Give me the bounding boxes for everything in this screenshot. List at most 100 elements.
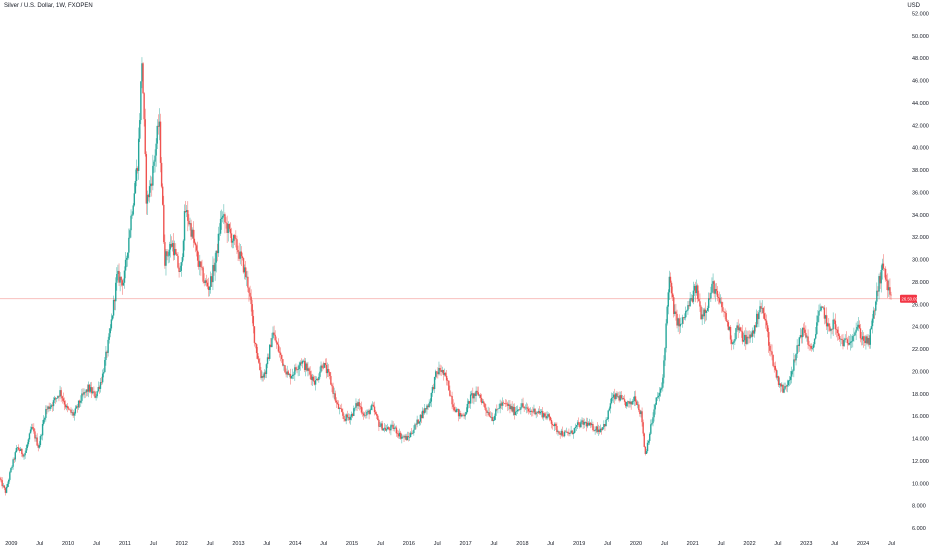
candle [804, 322, 806, 336]
candle [250, 289, 252, 312]
candle-body [536, 412, 538, 414]
candle [705, 310, 708, 321]
candle-body [739, 327, 742, 331]
candle-body [129, 230, 131, 238]
candle [368, 408, 370, 420]
candle-body [40, 435, 43, 437]
candle-body [634, 396, 637, 402]
candle-body [240, 251, 243, 257]
candle [88, 383, 91, 394]
candle-body [338, 408, 341, 409]
candle [8, 478, 10, 488]
candle-body [188, 220, 190, 225]
candle-body [533, 408, 535, 412]
candle [24, 450, 26, 459]
candle [876, 282, 878, 305]
candle [91, 381, 93, 398]
candle [697, 283, 699, 303]
candle-body [493, 415, 496, 420]
candle-body [279, 352, 282, 355]
candle-body [4, 488, 7, 493]
candle-body [473, 393, 475, 399]
candle-body [278, 351, 281, 353]
candle [236, 235, 238, 255]
candle [356, 401, 358, 412]
candle [581, 417, 583, 425]
candle-body [867, 337, 869, 344]
candle [159, 113, 162, 173]
candle-body [528, 411, 531, 412]
x-tick-label: Jul [604, 541, 611, 547]
candle [101, 369, 104, 385]
candle-body [566, 432, 568, 433]
time-axis[interactable]: 2009 Jul 2010 Jul 2011 Jul 2012 Jul 2013 Jul 2014 J… [5, 541, 895, 547]
candle-body [864, 340, 866, 344]
candle [242, 257, 245, 274]
candle [186, 205, 188, 218]
candle-body [8, 479, 10, 484]
candle-body [29, 429, 32, 434]
candle [343, 413, 345, 422]
candle-body [887, 280, 889, 291]
candle [861, 330, 864, 346]
candle [822, 306, 825, 310]
candle [220, 209, 223, 230]
candle [344, 418, 346, 422]
candle [28, 432, 31, 442]
y-tick-label: 16.000 [912, 414, 929, 420]
candle-body [235, 238, 237, 240]
candle-body [348, 417, 351, 420]
candle [311, 373, 314, 387]
candle [164, 234, 166, 269]
candle [464, 411, 466, 420]
candle-body [368, 410, 370, 415]
candle [807, 329, 809, 349]
candle-body [106, 351, 108, 353]
candle [487, 406, 489, 415]
candle [516, 405, 519, 414]
candle-body [810, 345, 813, 349]
candle [206, 278, 209, 289]
candle [827, 322, 829, 335]
candle-body [454, 410, 457, 413]
candle-body [386, 427, 389, 430]
candle [478, 393, 481, 399]
candle-body [497, 408, 499, 410]
candle [380, 421, 382, 429]
candle-body [627, 401, 629, 403]
candle [381, 420, 383, 431]
candle [611, 393, 614, 402]
candle-body [373, 406, 376, 413]
candle-body [58, 396, 60, 397]
price-axis[interactable]: 52.00050.00048.00046.00044.00042.00040.0… [912, 11, 929, 532]
candle [679, 317, 681, 333]
y-tick-label: 42.000 [912, 123, 929, 129]
candle-body [786, 385, 789, 387]
candle [431, 385, 434, 397]
candle [450, 394, 452, 397]
candle-body [464, 414, 466, 417]
candle-body [766, 325, 769, 332]
candle-body [403, 436, 405, 438]
candle-body [309, 371, 311, 375]
candle [810, 343, 813, 352]
candle [41, 419, 44, 441]
candle-body [57, 396, 59, 399]
candle-body [92, 391, 94, 394]
candle [461, 414, 463, 418]
candle [555, 422, 557, 431]
candle [704, 302, 707, 322]
candle-body [421, 410, 424, 419]
candle-body [26, 444, 28, 449]
candle [191, 227, 193, 239]
candle-body [37, 445, 39, 448]
candle [525, 402, 528, 414]
candle-body [101, 373, 104, 383]
candle-body [781, 384, 783, 387]
candle [654, 403, 656, 415]
candle-body [583, 422, 585, 425]
candle-body [408, 437, 411, 438]
candle-body [733, 341, 735, 343]
